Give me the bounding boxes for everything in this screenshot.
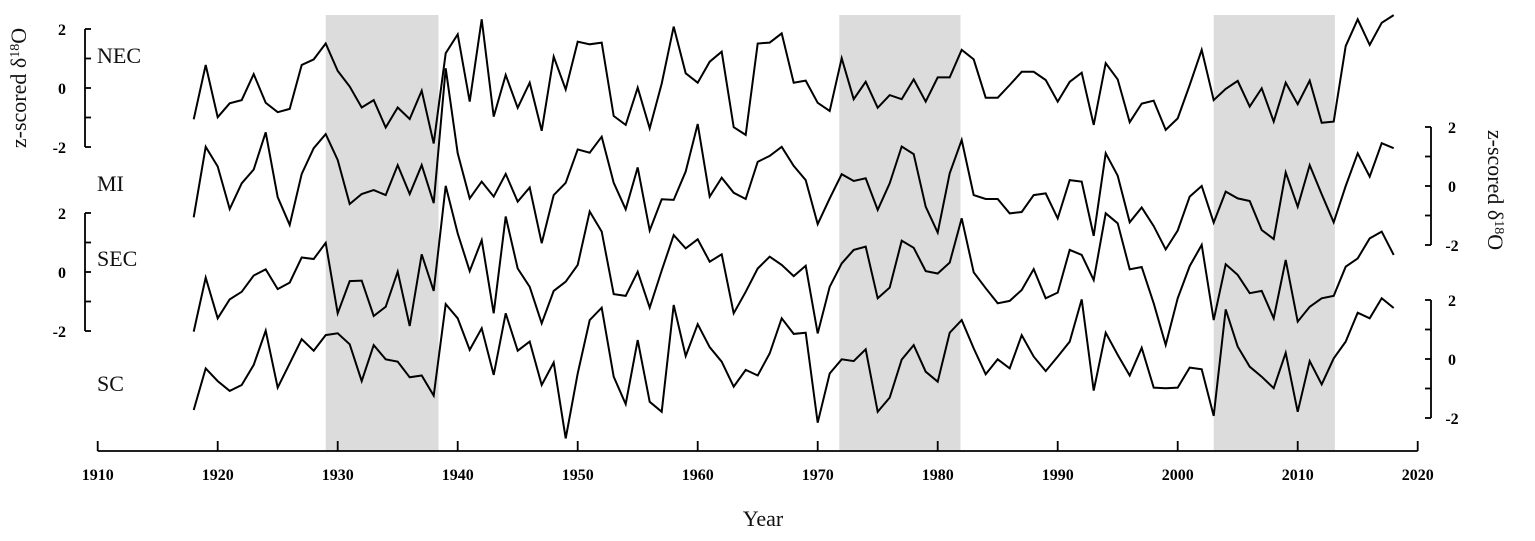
x-tick-label-1960: 1960 bbox=[682, 467, 714, 484]
series-label-sec: SEC bbox=[97, 246, 137, 271]
y-tick-label-sec: 0 bbox=[58, 265, 66, 282]
series-label-nec: NEC bbox=[97, 43, 141, 68]
y-tick-label-nec: 0 bbox=[58, 81, 66, 98]
y-tick-label-nec: -2 bbox=[53, 140, 66, 157]
shaded-period-2 bbox=[839, 15, 961, 451]
x-tick-label-1920: 1920 bbox=[202, 467, 234, 484]
y-tick-label-mi: 0 bbox=[1448, 179, 1456, 196]
y-tick-label-sec: -2 bbox=[53, 324, 66, 341]
x-tick-label-2020: 2020 bbox=[1402, 467, 1434, 484]
x-tick-label-1990: 1990 bbox=[1042, 467, 1074, 484]
series-label-sc: SC bbox=[97, 371, 124, 396]
x-tick-label-1980: 1980 bbox=[922, 467, 954, 484]
y-tick-label-sc: 2 bbox=[1448, 293, 1456, 310]
series-line-sc bbox=[192, 296, 1395, 439]
y-tick-label-mi: 2 bbox=[1448, 120, 1456, 137]
x-tick-label-1940: 1940 bbox=[442, 467, 474, 484]
series-label-mi: MI bbox=[97, 171, 124, 196]
shaded-period-1 bbox=[325, 15, 439, 451]
y-axis-title-right: z-scored δ18O bbox=[1483, 130, 1508, 250]
x-tick-label-1910: 1910 bbox=[82, 467, 114, 484]
x-tick-label-1970: 1970 bbox=[802, 467, 834, 484]
y-tick-label-sc: 0 bbox=[1448, 352, 1456, 369]
x-axis-title: Year bbox=[743, 506, 784, 531]
y-tick-label-nec: 2 bbox=[58, 22, 66, 39]
series-lines bbox=[192, 14, 1395, 439]
x-tick-label-2000: 2000 bbox=[1162, 467, 1194, 484]
series-line-mi bbox=[192, 68, 1395, 252]
x-tick-label-1930: 1930 bbox=[322, 467, 354, 484]
y-tick-label-sec: 2 bbox=[58, 206, 66, 223]
shaded-periods bbox=[325, 15, 1335, 451]
x-tick-label-1950: 1950 bbox=[562, 467, 594, 484]
axes: 1910 1920 1930 1940 1950 1960 1970 1980 1990 2000… bbox=[53, 22, 1459, 484]
y-tick-label-sc: -2 bbox=[1445, 411, 1458, 428]
x-tick-label-2010: 2010 bbox=[1282, 467, 1314, 484]
series-line-nec bbox=[192, 14, 1395, 144]
y-axis-title-left: z-scored δ18O bbox=[6, 28, 31, 148]
y-tick-label-mi: -2 bbox=[1445, 238, 1458, 255]
series-line-sec bbox=[192, 185, 1395, 349]
